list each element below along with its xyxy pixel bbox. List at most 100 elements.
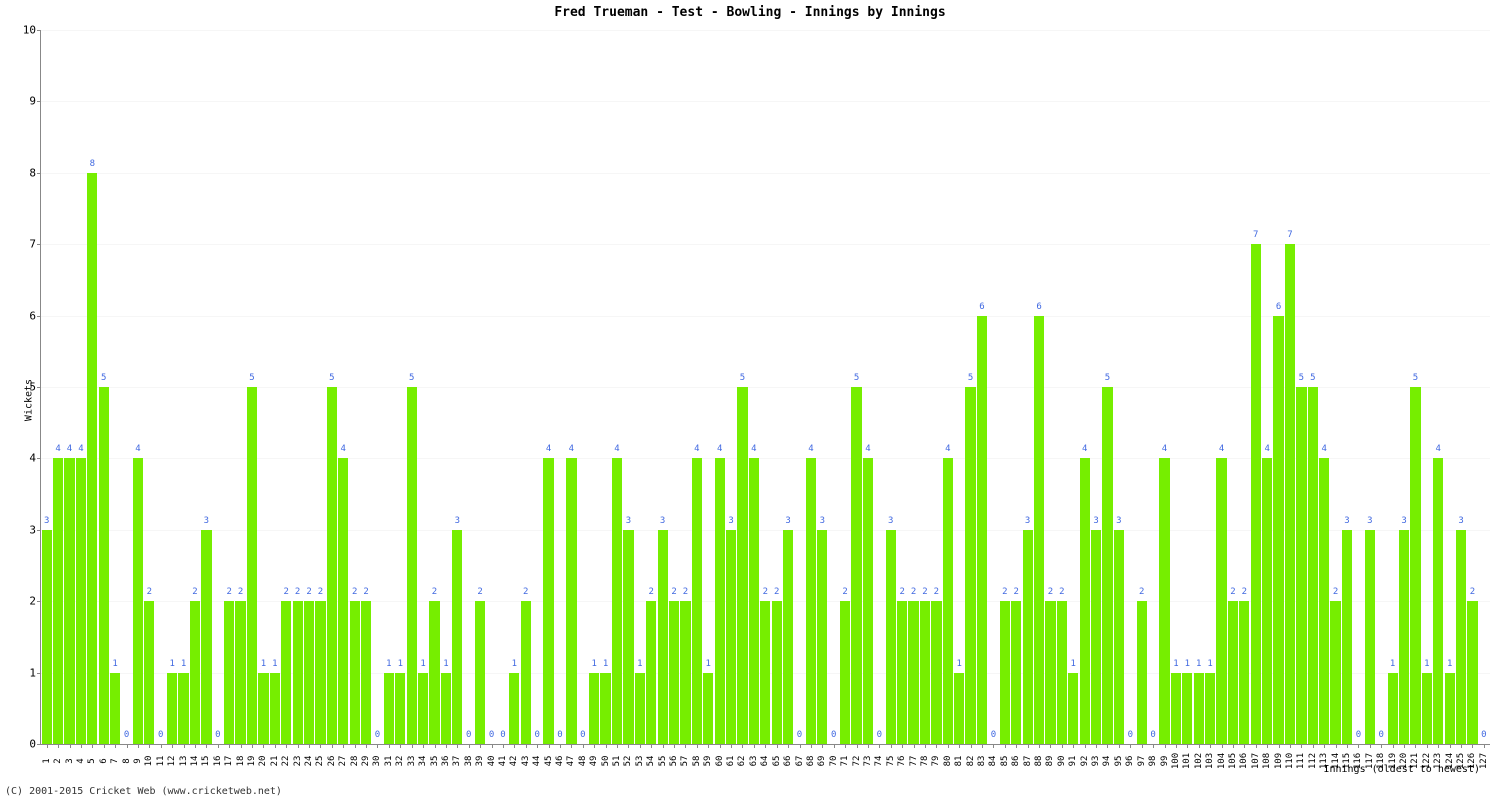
bar-slot: 044 <box>531 30 542 744</box>
x-tick-label: 51 <box>612 756 622 767</box>
bar: 3 <box>658 530 668 744</box>
bar-slot: 4113 <box>1319 30 1330 744</box>
bar: 4 <box>1433 458 1443 744</box>
bar-slot: 217 <box>224 30 235 744</box>
bar-value-label: 5 <box>249 373 254 383</box>
bar-slot: 257 <box>680 30 691 744</box>
bar: 2 <box>680 601 690 744</box>
bar: 5 <box>737 387 747 744</box>
y-tick-label: 4 <box>11 452 36 465</box>
bar-value-label: 3 <box>820 516 825 526</box>
bar-slot: 375 <box>885 30 896 744</box>
bar: 1 <box>1194 673 1204 744</box>
x-tick-label: 33 <box>407 756 417 767</box>
bar-value-label: 0 <box>1356 730 1361 740</box>
bar-slot: 451 <box>611 30 622 744</box>
bar-value-label: 3 <box>1025 516 1030 526</box>
bar-value-label: 1 <box>420 659 425 669</box>
bar: 2 <box>897 601 907 744</box>
bar-value-label: 3 <box>1116 516 1121 526</box>
bar-value-label: 2 <box>1333 587 1338 597</box>
x-tick-label: 14 <box>190 756 200 767</box>
chart-title: Fred Trueman - Test - Bowling - Innings … <box>0 5 1500 20</box>
x-tick-label: 58 <box>692 756 702 767</box>
bar: 4 <box>612 458 622 744</box>
bar-slot: 218 <box>235 30 246 744</box>
copyright-text: (C) 2001-2015 Cricket Web (www.cricketwe… <box>5 786 282 797</box>
bar: 4 <box>1080 458 1090 744</box>
bar-value-label: 3 <box>204 516 209 526</box>
bar-slot: 149 <box>589 30 600 744</box>
x-tick-label: 45 <box>544 756 554 767</box>
bar-slot: 048 <box>577 30 588 744</box>
bar: 7 <box>1285 244 1295 744</box>
bar-value-label: 2 <box>671 587 676 597</box>
bar-value-label: 4 <box>808 444 813 454</box>
bar-slot: 49 <box>132 30 143 744</box>
bar-value-label: 2 <box>1048 587 1053 597</box>
bar-slot: 276 <box>896 30 907 744</box>
bar-slot: 131 <box>383 30 394 744</box>
bar: 5 <box>327 387 337 744</box>
x-tick-label: 72 <box>852 756 862 767</box>
x-tick-label: 75 <box>886 756 896 767</box>
bar: 6 <box>1273 316 1283 744</box>
bar: 2 <box>521 601 531 744</box>
bar-slot: 427 <box>338 30 349 744</box>
bar-value-label: 0 <box>991 730 996 740</box>
bar-value-label: 1 <box>591 659 596 669</box>
bar-slot: 040 <box>486 30 497 744</box>
bar-value-label: 0 <box>580 730 585 740</box>
bar: 3 <box>1114 530 1124 744</box>
bar-value-label: 2 <box>363 587 368 597</box>
bars-group: 3142434485561708492100111121132143150162… <box>41 30 1490 744</box>
x-tick-label: 101 <box>1182 753 1192 769</box>
bar-slot: 0116 <box>1353 30 1364 744</box>
bar-value-label: 2 <box>763 587 768 597</box>
x-tick-label: 91 <box>1068 756 1078 767</box>
bar-slot: 582 <box>965 30 976 744</box>
x-tick-label: 82 <box>966 756 976 767</box>
x-tick-label: 69 <box>817 756 827 767</box>
x-tick-label: 3 <box>65 758 75 763</box>
bar: 2 <box>908 601 918 744</box>
chart-container: Fred Trueman - Test - Bowling - Innings … <box>0 0 1500 800</box>
x-tick-label: 30 <box>372 756 382 767</box>
x-tick-label: 10 <box>144 756 154 767</box>
x-tick-label: 60 <box>715 756 725 767</box>
x-tick-label: 76 <box>897 756 907 767</box>
bar-value-label: 5 <box>968 373 973 383</box>
bar-value-label: 3 <box>888 516 893 526</box>
bar-value-label: 2 <box>1002 587 1007 597</box>
x-tick-label: 102 <box>1194 753 1204 769</box>
bar-slot: 445 <box>543 30 554 744</box>
bar-value-label: 3 <box>785 516 790 526</box>
x-tick-label: 15 <box>201 756 211 767</box>
bar-slot: 519 <box>246 30 257 744</box>
bar-slot: 473 <box>862 30 873 744</box>
bar-slot: 3117 <box>1364 30 1375 744</box>
x-tick-label: 73 <box>863 756 873 767</box>
x-tick-label: 39 <box>475 756 485 767</box>
bar: 5 <box>1296 387 1306 744</box>
bar: 1 <box>703 673 713 744</box>
bar-slot: 112 <box>166 30 177 744</box>
bar-value-label: 4 <box>135 444 140 454</box>
bar-value-label: 1 <box>1424 659 1429 669</box>
bar-value-label: 1 <box>443 659 448 669</box>
bar-value-label: 3 <box>1458 516 1463 526</box>
x-tick-label: 25 <box>315 756 325 767</box>
x-tick-label: 70 <box>829 756 839 767</box>
bar-value-label: 5 <box>1299 373 1304 383</box>
bar-value-label: 0 <box>158 730 163 740</box>
bar-slot: 526 <box>326 30 337 744</box>
x-tick-label: 98 <box>1148 756 1158 767</box>
bar-value-label: 4 <box>78 444 83 454</box>
bar-slot: 7107 <box>1250 30 1261 744</box>
bar-slot: 2106 <box>1239 30 1250 744</box>
bar: 5 <box>407 387 417 744</box>
bar-value-label: 8 <box>90 159 95 169</box>
bar-slot: 1124 <box>1444 30 1455 744</box>
bar-value-label: 0 <box>489 730 494 740</box>
x-tick-label: 34 <box>418 756 428 767</box>
